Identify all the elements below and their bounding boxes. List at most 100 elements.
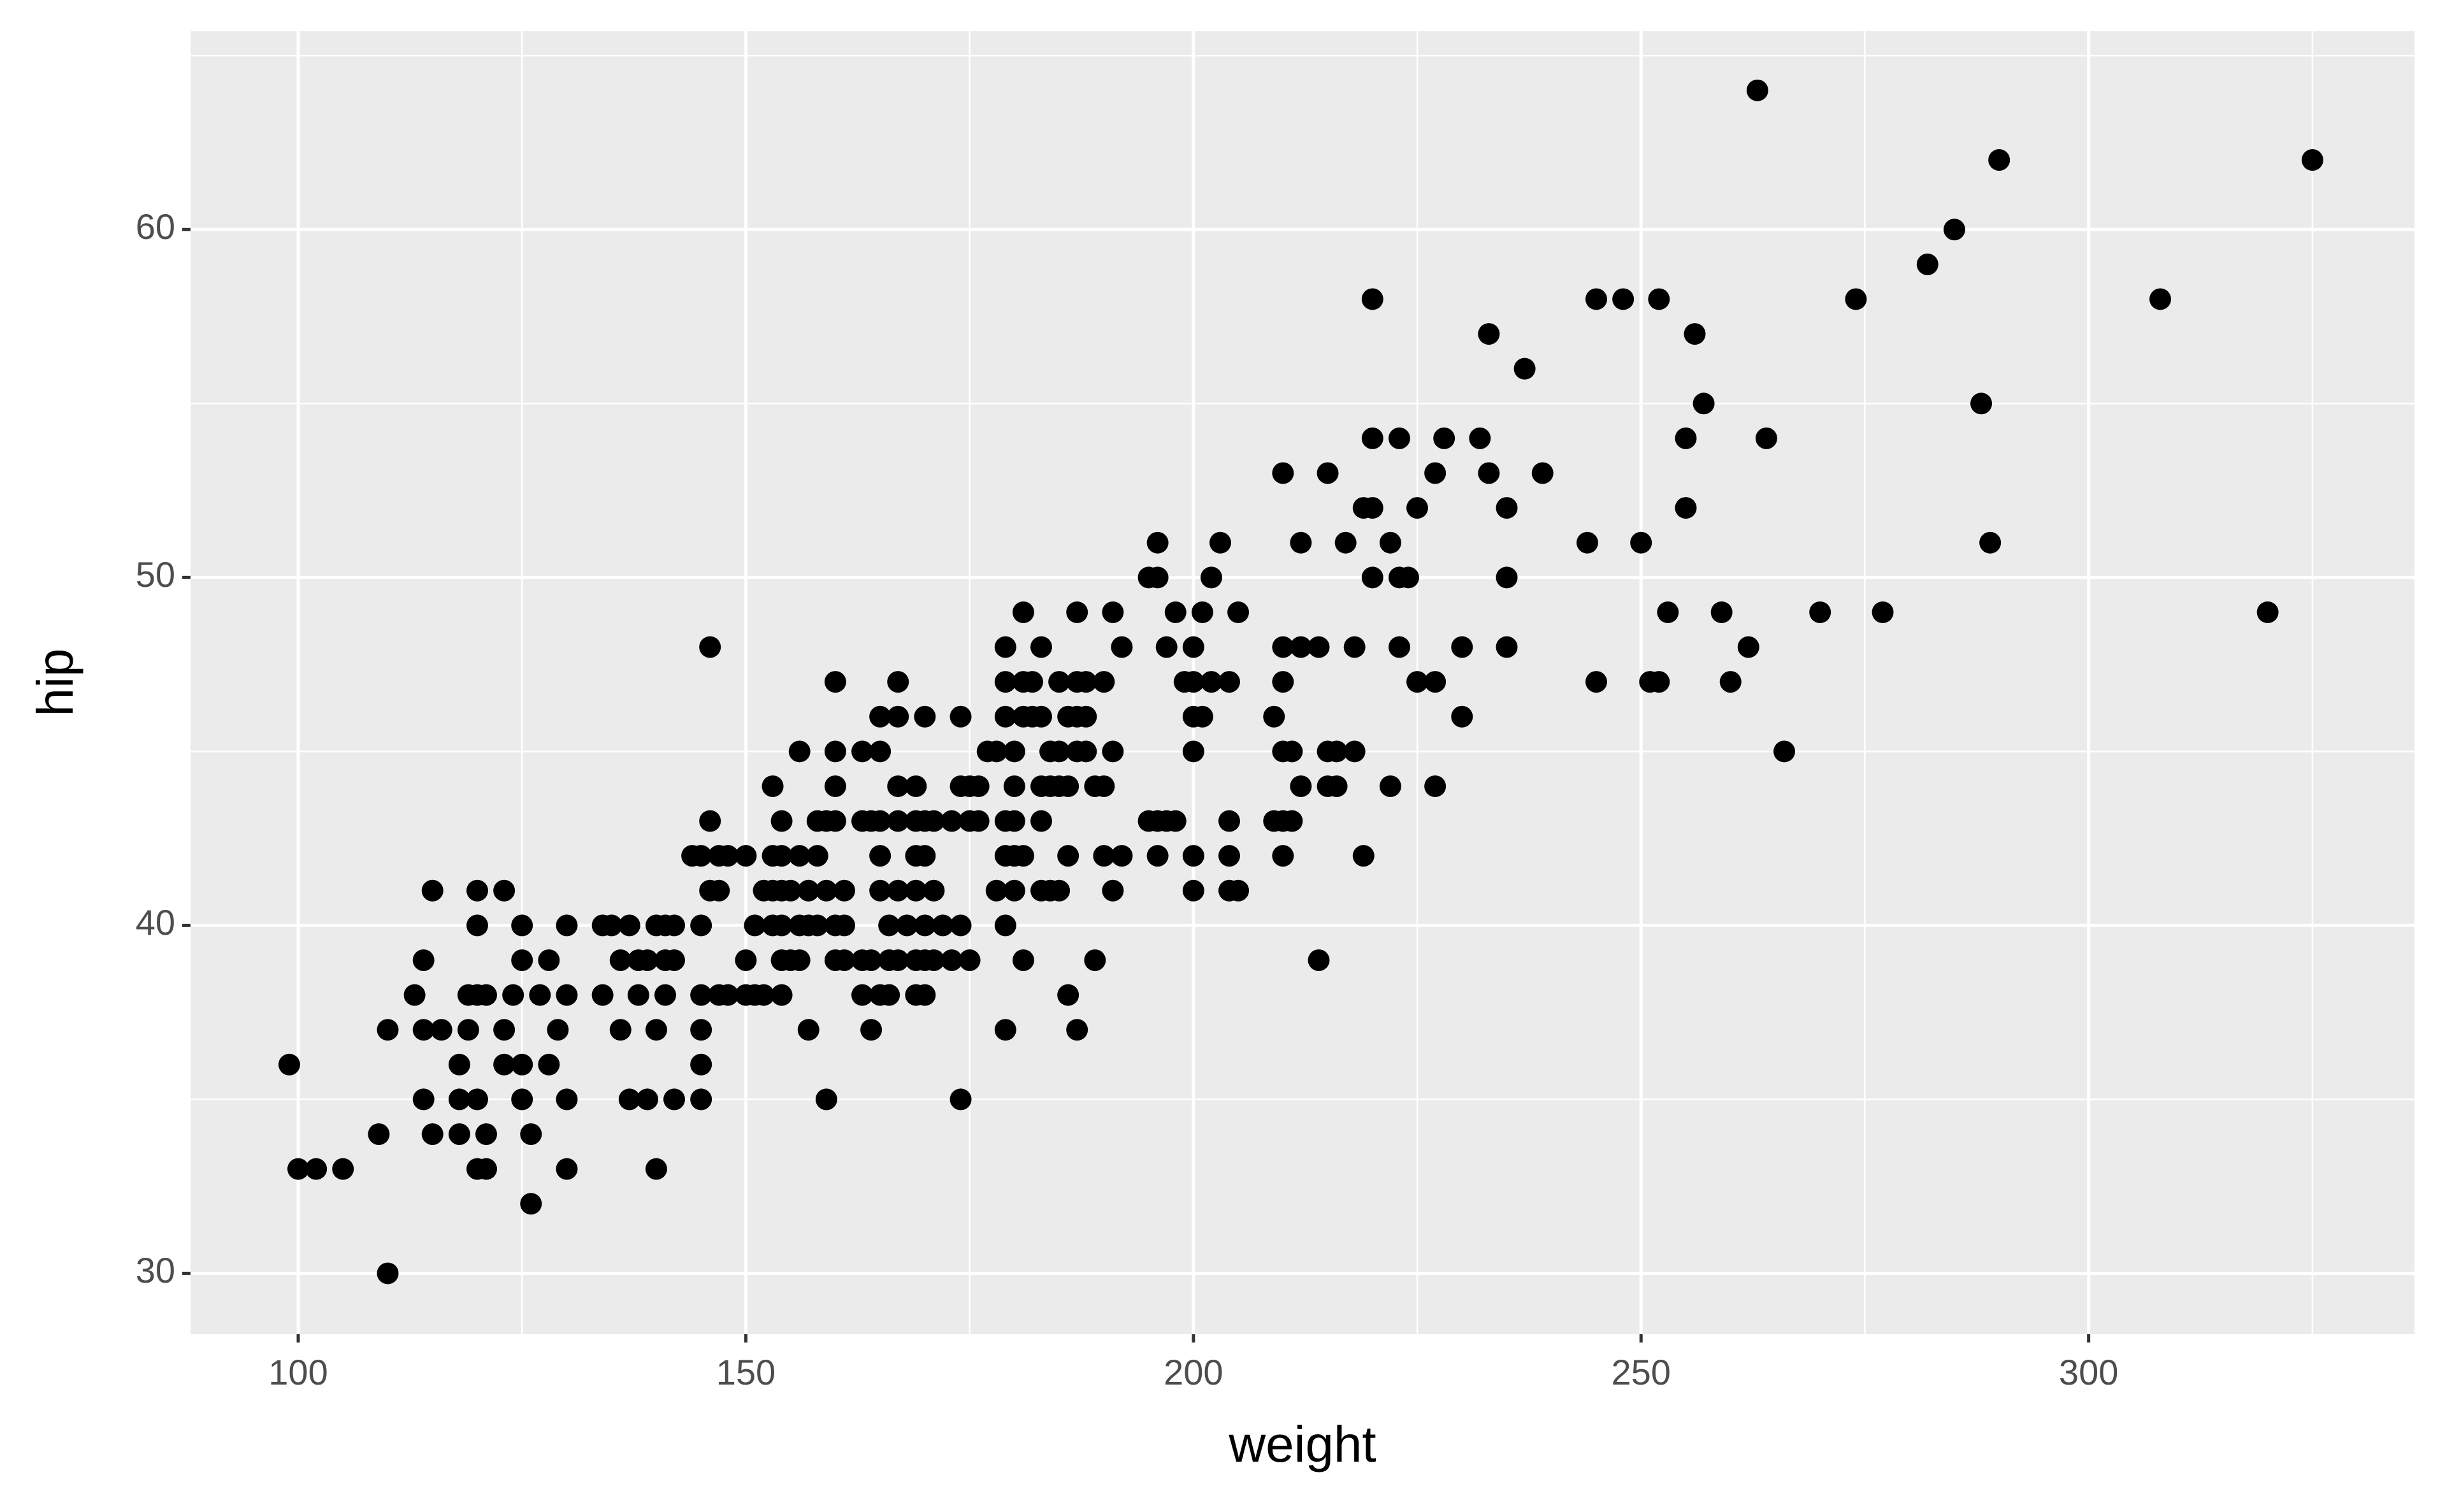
point — [1406, 497, 1429, 519]
point — [1155, 636, 1178, 658]
point — [770, 810, 793, 832]
point — [690, 1019, 712, 1041]
y-tick-label: 30 — [136, 1250, 175, 1290]
point — [1102, 879, 1124, 902]
point — [1684, 323, 1706, 345]
point — [1352, 845, 1375, 867]
point — [1612, 288, 1635, 310]
point — [1182, 671, 1204, 693]
x-tick-label: 250 — [1612, 1352, 1671, 1392]
point — [511, 1053, 533, 1076]
point — [1093, 845, 1115, 867]
point — [475, 1123, 498, 1146]
point — [1496, 636, 1518, 658]
point — [493, 879, 516, 902]
point — [1102, 740, 1124, 763]
point — [287, 1158, 310, 1180]
point — [699, 810, 721, 832]
point — [1496, 566, 1518, 589]
point — [690, 845, 712, 867]
point — [1218, 671, 1241, 693]
point — [869, 879, 891, 902]
point — [1433, 427, 1455, 449]
point — [1424, 775, 1447, 797]
point — [1102, 601, 1124, 623]
point — [1773, 740, 1796, 763]
point — [833, 879, 855, 902]
point — [457, 1019, 479, 1041]
point — [475, 984, 498, 1006]
point — [887, 705, 909, 728]
point — [377, 1262, 399, 1285]
x-tick-label: 150 — [716, 1352, 776, 1392]
point — [1719, 671, 1742, 693]
point — [1057, 984, 1079, 1006]
y-axis-title: hip — [27, 649, 83, 717]
point — [1317, 462, 1339, 484]
point — [735, 949, 757, 971]
point — [520, 1123, 542, 1146]
point — [941, 949, 963, 971]
point — [493, 1019, 516, 1041]
point — [985, 879, 1007, 902]
point — [1003, 810, 1025, 832]
point — [887, 879, 909, 902]
point — [869, 740, 891, 763]
point — [493, 1053, 516, 1076]
point — [538, 949, 560, 971]
point — [941, 810, 963, 832]
x-tick-label: 200 — [1164, 1352, 1223, 1392]
point — [1146, 845, 1169, 867]
point — [1048, 879, 1071, 902]
point — [1979, 531, 2002, 554]
point — [1012, 601, 1034, 623]
point — [1308, 949, 1330, 971]
point — [1388, 636, 1410, 658]
point — [475, 1158, 498, 1180]
point — [806, 845, 828, 867]
point — [824, 775, 846, 797]
point — [1531, 462, 1554, 484]
point — [967, 775, 990, 797]
point — [1334, 531, 1357, 554]
x-tick-label: 100 — [268, 1352, 328, 1392]
point — [1675, 497, 1697, 519]
point — [412, 949, 435, 971]
point — [806, 914, 828, 937]
point — [1469, 427, 1491, 449]
point — [869, 810, 891, 832]
point — [1218, 810, 1241, 832]
y-tick-label: 60 — [136, 206, 175, 247]
point — [932, 914, 954, 937]
point — [878, 914, 900, 937]
point — [753, 984, 775, 1006]
point — [1325, 775, 1348, 797]
point — [887, 810, 909, 832]
point — [1478, 323, 1500, 345]
point — [1290, 531, 1312, 554]
point — [1675, 427, 1697, 449]
point — [878, 984, 900, 1006]
point — [466, 879, 488, 902]
point — [1755, 427, 1777, 449]
y-tick-label: 40 — [136, 902, 175, 942]
point — [690, 1088, 712, 1111]
point — [1710, 601, 1733, 623]
point — [609, 949, 632, 971]
point — [923, 949, 945, 971]
point — [448, 1088, 470, 1111]
point — [770, 914, 793, 937]
point — [1111, 845, 1133, 867]
point — [1075, 705, 1097, 728]
point — [1272, 671, 1294, 693]
point — [421, 1123, 444, 1146]
point — [1191, 601, 1213, 623]
point — [690, 1053, 712, 1076]
point — [430, 1019, 452, 1041]
point — [1057, 775, 1079, 797]
point — [663, 1088, 686, 1111]
point — [1057, 845, 1079, 867]
point — [511, 949, 533, 971]
point — [529, 984, 551, 1006]
point — [1648, 288, 1670, 310]
